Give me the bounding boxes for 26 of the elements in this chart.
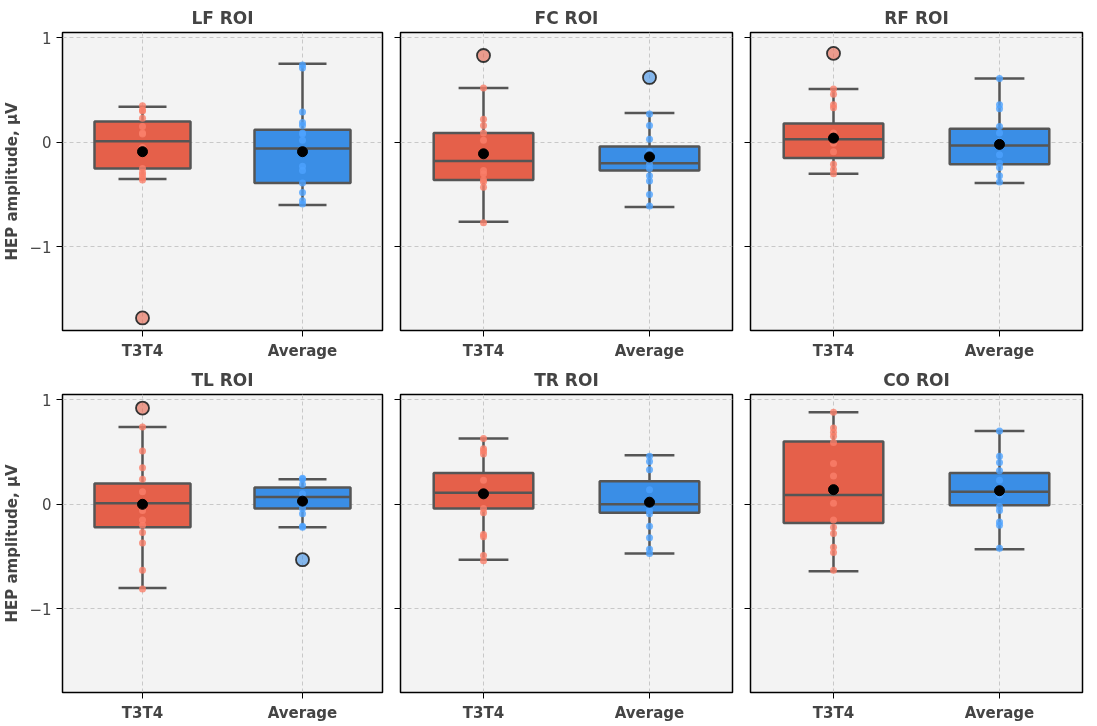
x-tick-label: Average	[267, 703, 338, 722]
x-tick-label: T3T4	[812, 341, 855, 360]
x-tick-label: T3T4	[121, 703, 164, 722]
y-tick-label: 1	[41, 391, 52, 410]
y-axis-title: HEP amplitude, μV	[3, 102, 22, 261]
y-tick-label: −1	[29, 238, 52, 257]
x-tick-label: T3T4	[462, 703, 505, 722]
chart-title: TR ROI	[534, 369, 599, 390]
x-tick-label: T3T4	[462, 341, 505, 360]
x-tick-label: T3T4	[121, 341, 164, 360]
chart-title: CO ROI	[883, 369, 950, 390]
x-tick-label: Average	[614, 703, 685, 722]
y-tick-label: −1	[29, 600, 52, 619]
chart-title: FC ROI	[534, 7, 599, 28]
chart-title: RF ROI	[884, 7, 949, 28]
x-tick-label: Average	[964, 703, 1035, 722]
y-axis-title: HEP amplitude, μV	[3, 464, 22, 623]
chart-title: LF ROI	[191, 7, 254, 28]
chart-title: TL ROI	[191, 369, 254, 390]
y-tick-label: 0	[41, 496, 52, 515]
y-tick-label: 1	[41, 29, 52, 48]
x-tick-label: Average	[614, 341, 685, 360]
x-tick-label: Average	[267, 341, 338, 360]
x-tick-label: Average	[964, 341, 1035, 360]
y-tick-label: 0	[41, 134, 52, 153]
x-tick-label: T3T4	[812, 703, 855, 722]
